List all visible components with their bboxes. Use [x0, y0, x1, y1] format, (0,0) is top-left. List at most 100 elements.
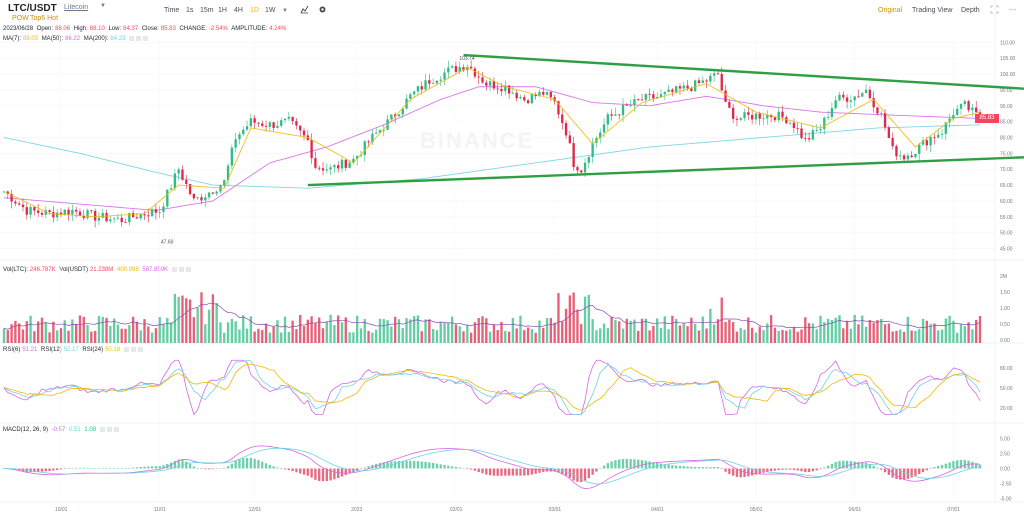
candle-body: [469, 66, 473, 69]
rsi-hide-icon[interactable]: [130, 347, 136, 352]
tab-4h[interactable]: 4H: [234, 7, 243, 14]
volume-bar: [663, 316, 666, 343]
tab-1w[interactable]: 1W: [265, 7, 276, 14]
price-tick-label: 90.00: [1000, 104, 1013, 110]
volume-bar: [226, 322, 230, 343]
candle-body: [602, 124, 606, 133]
tag-hot[interactable]: Top6 Hot: [30, 15, 59, 22]
more-timeframes-icon[interactable]: ▼: [282, 8, 288, 14]
legend-low: 84.37: [123, 26, 139, 32]
tab-1s[interactable]: 1s: [186, 7, 194, 14]
volume-bar: [139, 330, 142, 343]
rsi-close-icon[interactable]: [137, 347, 143, 352]
price-tick-label: 45.00: [1000, 246, 1013, 252]
price-tick-label: 75.00: [1000, 151, 1013, 157]
volume-bar: [511, 317, 515, 343]
candle-body: [716, 73, 720, 75]
tab-1h[interactable]: 1H: [218, 7, 227, 14]
tag-pow[interactable]: POW: [12, 15, 29, 22]
coin-info-link[interactable]: Litecoin: [64, 4, 89, 11]
chevron-down-icon[interactable]: ▼: [100, 3, 106, 9]
macd-histogram-bar: [542, 468, 545, 472]
tab-depth[interactable]: Depth: [961, 7, 980, 14]
volume-bar: [359, 328, 363, 343]
rsi-settings-icon[interactable]: [123, 347, 129, 352]
macd-hide-icon[interactable]: [106, 427, 112, 432]
tab-1d[interactable]: 1D: [250, 7, 259, 14]
volume-bar: [458, 326, 461, 343]
macd-histogram-bar: [192, 466, 196, 469]
volume-bar: [488, 331, 492, 343]
macd-histogram-bar: [557, 468, 560, 473]
vol-settings-icon[interactable]: [171, 267, 177, 272]
volume-bar: [496, 330, 499, 343]
volume-bar: [887, 323, 891, 343]
macd-histogram-bar: [120, 468, 123, 469]
ma-close-icon[interactable]: [143, 36, 149, 41]
volume-bar: [557, 293, 560, 343]
volume-bar: [242, 315, 245, 343]
macd-settings-icon[interactable]: [99, 427, 105, 432]
candle-body: [177, 169, 180, 174]
macd-histogram-bar: [519, 468, 522, 476]
vol-close-icon[interactable]: [185, 267, 191, 272]
ma-settings-icon[interactable]: [129, 36, 135, 41]
volume-bar: [306, 319, 309, 343]
volume-bar: [223, 332, 226, 343]
candle-body: [226, 165, 230, 181]
candle-body: [576, 167, 579, 171]
macd-histogram-bar: [333, 468, 336, 480]
candle-body: [948, 118, 951, 123]
macd-histogram-bar: [135, 467, 139, 469]
volume-bar: [849, 328, 853, 343]
candle-body: [644, 94, 647, 100]
macd-histogram-bar: [295, 468, 298, 473]
candle-body: [162, 206, 165, 212]
volume-bar: [272, 326, 275, 343]
date-tick-label: 06/01: [849, 507, 862, 513]
macd-histogram-bar: [667, 464, 670, 469]
candle-body: [902, 155, 906, 160]
gear-icon[interactable]: [318, 5, 327, 16]
macd-histogram-bar: [314, 468, 317, 480]
vol-hide-icon[interactable]: [178, 267, 184, 272]
macd-histogram-bar: [659, 463, 663, 469]
candle-body: [112, 218, 116, 220]
tab-trading-view[interactable]: Trading View: [912, 7, 953, 14]
ma-hide-icon[interactable]: [136, 36, 142, 41]
macd-histogram-bar: [709, 467, 712, 469]
candle-body: [295, 121, 298, 126]
macd-histogram-bar: [629, 459, 632, 469]
tab-original[interactable]: Original: [878, 7, 903, 14]
macd-histogram-bar: [173, 461, 177, 469]
candle-body: [724, 90, 727, 102]
macd-histogram-bar: [291, 468, 294, 472]
fullscreen-icon[interactable]: [990, 5, 999, 16]
ma-line: [3, 67, 981, 218]
macd-histogram-bar: [204, 468, 207, 470]
tab-15m[interactable]: 15m: [200, 7, 214, 14]
volume-bar: [473, 322, 477, 343]
candle-body: [78, 211, 82, 216]
macd-histogram-bar: [272, 466, 275, 469]
macd-close-icon[interactable]: [113, 427, 119, 432]
candle-body: [766, 115, 769, 119]
indicator-chart-icon[interactable]: [300, 5, 309, 16]
macd-histogram-bar: [344, 468, 347, 476]
volume-bar: [580, 324, 583, 343]
candle-body: [71, 209, 74, 215]
volume-bar: [276, 320, 279, 343]
candle-body: [6, 191, 9, 194]
date-tick-label: 03/01: [549, 507, 562, 513]
macd-histogram-bar: [71, 468, 74, 469]
more-options-icon[interactable]: [1008, 5, 1017, 16]
volume-bar: [731, 322, 735, 343]
volume-bar: [291, 320, 294, 343]
macd-histogram-bar: [959, 459, 963, 469]
candle-body: [14, 201, 17, 204]
tab-time[interactable]: Time: [164, 7, 180, 14]
macd-histogram-bar: [792, 468, 796, 470]
candle-body: [530, 94, 534, 104]
volume-bar: [720, 297, 723, 343]
